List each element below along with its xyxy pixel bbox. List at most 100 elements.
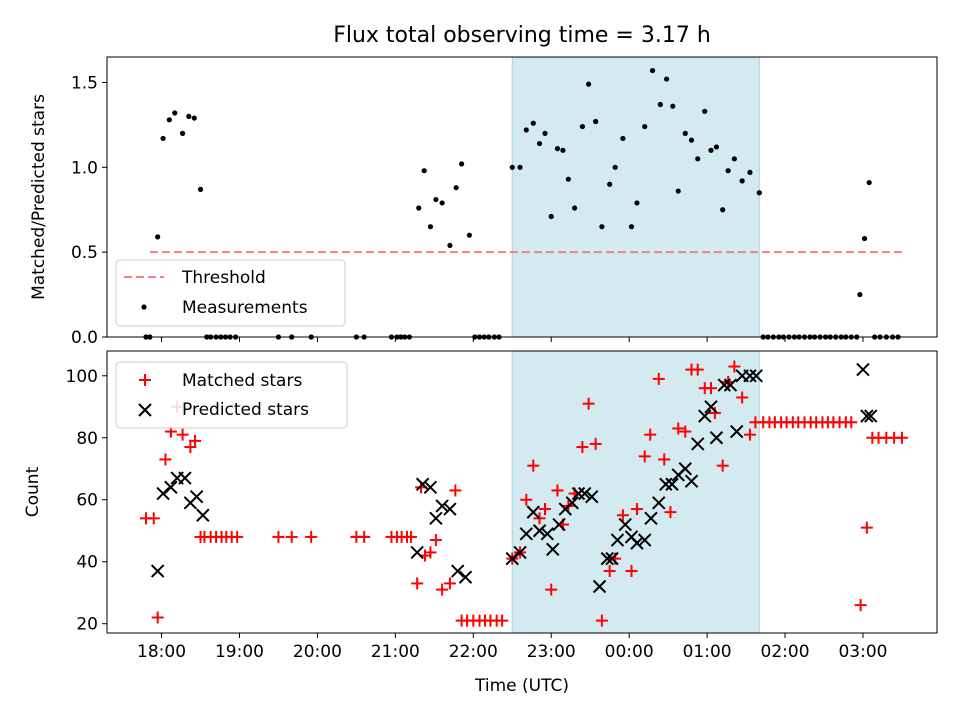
star-count-panel: 20 40 60 80 100 18:00 19:00 20:00 21:00 22:00 23:… [23, 350, 938, 662]
matched-star-point [644, 428, 657, 441]
matched-star-point [658, 453, 671, 466]
matched-star-point [708, 406, 721, 419]
y-tick-label: 1.5 [71, 73, 98, 93]
matched-star-point [231, 530, 244, 543]
matched-star-point [151, 611, 164, 624]
measurement-point [536, 140, 543, 147]
y-tick-label: 40 [76, 553, 98, 573]
predicted-star-point [610, 533, 625, 547]
predicted-star-point [505, 551, 519, 566]
predicted-star-point [410, 545, 424, 560]
predicted-star-point [709, 431, 724, 445]
predicted-star-point [652, 496, 666, 510]
predicted-star-point [150, 564, 165, 578]
matched-star-point [672, 422, 685, 435]
matched-star-point [159, 453, 172, 466]
predicted-star-point [156, 486, 170, 501]
measurement-point [857, 291, 863, 298]
matched-star-point [691, 363, 704, 376]
measurement-point [695, 156, 701, 162]
legend-measurements-swatch [141, 304, 147, 310]
x-axis-ticks-top [161, 337, 864, 342]
measurement-point [186, 113, 192, 119]
matched-star-point [527, 459, 540, 472]
measurement-point [509, 164, 515, 170]
measurement-point [155, 234, 161, 240]
predicted-star-point [659, 477, 673, 491]
chart-title: Flux total observing time = 3.17 h [333, 23, 711, 48]
matched-star-point [595, 614, 608, 627]
matched-star-point [496, 614, 509, 627]
matched-star-point [854, 599, 867, 612]
matched-star-point [576, 441, 589, 454]
predicted-star-point [749, 369, 763, 383]
predicted-star-point [691, 437, 705, 451]
matched-star-point [589, 437, 602, 450]
predicted-star-point [704, 400, 718, 414]
measurement-point [593, 118, 599, 125]
measurement-point [447, 242, 453, 248]
matched-star-point [305, 530, 318, 543]
measurement-point [649, 67, 656, 74]
predicted-star-point [435, 499, 449, 513]
predicted-star-point [644, 511, 658, 526]
predicted-star-point [578, 486, 592, 501]
matched-star-point [285, 530, 298, 543]
predicted-star-point [565, 496, 579, 510]
legend-matched-label: Matched stars [182, 371, 302, 391]
x-tick-label: 01:00 [683, 642, 732, 662]
measurement-point [421, 168, 427, 174]
predicted-star-point [429, 511, 443, 526]
x-tick-label: 00:00 [605, 642, 654, 662]
matched-star-point [443, 577, 456, 590]
legend-threshold-label: Threshold [181, 268, 266, 288]
matched-star-point [545, 583, 558, 596]
predicted-star-point [513, 545, 527, 560]
measurement-point [554, 146, 561, 152]
measurement-point [642, 123, 648, 130]
measurement-point [560, 147, 566, 153]
measurement-point [572, 205, 578, 211]
matched-star-point [424, 546, 437, 559]
matched-star-point [716, 459, 729, 472]
matched-star-point [728, 360, 741, 373]
x-tick-label: 20:00 [293, 642, 342, 662]
matched-star-point [625, 565, 638, 578]
flux-ratio-panel: 0.0 0.5 1.0 1.5 Matched/Predicted stars Thr… [29, 56, 938, 348]
matched-star-point [272, 530, 285, 543]
y-tick-label: 1.0 [71, 158, 98, 178]
x-tick-label: 18:00 [137, 642, 186, 662]
predicted-star-point [450, 564, 465, 578]
measurement-point [466, 232, 472, 238]
measurement-point [586, 81, 592, 87]
predicted-star-point [605, 551, 619, 566]
predicted-star-point [665, 477, 679, 491]
matched-star-point [603, 565, 616, 578]
legend-top: Threshold Measurements [115, 259, 346, 327]
predicted-star-point [856, 362, 870, 377]
measurement-point [427, 224, 434, 230]
measurement-point [702, 108, 708, 114]
predicted-star-point [552, 517, 566, 532]
matched-star-point [638, 450, 651, 463]
matched-star-point [652, 372, 665, 385]
matched-star-point [411, 577, 424, 590]
measurement-point [179, 130, 186, 136]
predicted-star-point [415, 477, 430, 491]
predicted-star-point [618, 517, 632, 532]
shaded-interval-top [511, 56, 760, 338]
shaded-interval-bottom [511, 350, 760, 634]
legend-bottom: Matched stars Predicted stars [115, 361, 348, 429]
y-axis-label-top: Matched/Predicted stars [29, 94, 49, 300]
measurement-point [166, 117, 172, 123]
plot-frame-bottom [106, 350, 938, 634]
predicted-star-point [678, 462, 692, 476]
y-tick-label: 80 [76, 429, 98, 449]
y-tick-label: 20 [76, 615, 98, 635]
predicted-star-point [540, 527, 555, 541]
y-tick-label: 0.5 [71, 243, 98, 263]
y-axis-ticks-top: 0.0 0.5 1.0 1.5 [71, 73, 107, 348]
count-points [139, 360, 908, 627]
y-tick-label: 0.0 [71, 328, 98, 348]
